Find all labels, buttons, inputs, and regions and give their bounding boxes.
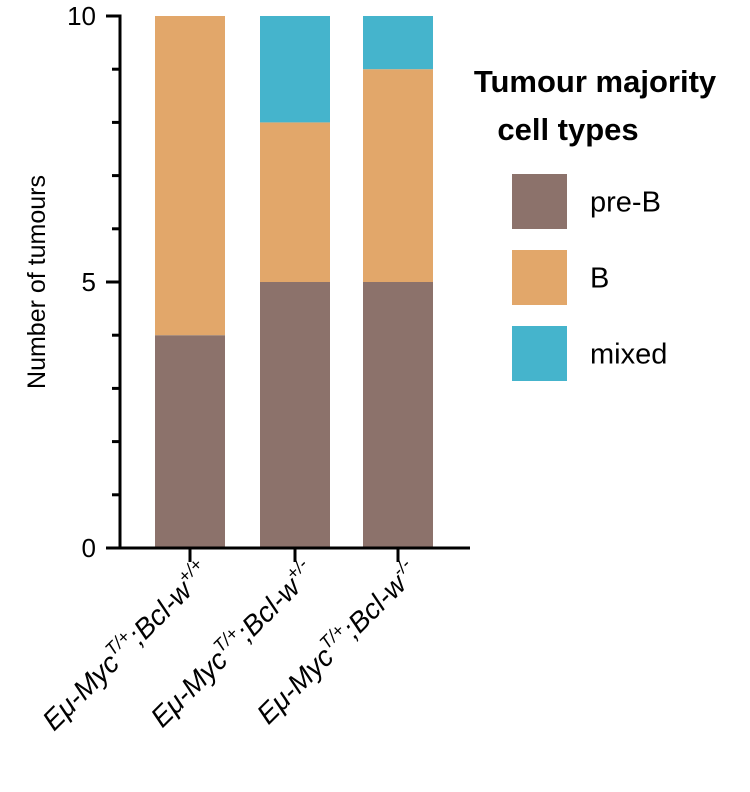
bar-segment-mixed-2 (260, 16, 330, 123)
category-labels: Eμ-MycT/+;Bcl-w+/+Eμ-MycT/+;Bcl-w+/-Eμ-M… (36, 554, 414, 736)
bar-segment-b-3 (363, 69, 433, 282)
legend-label-b: B (590, 263, 609, 295)
y-tick-label-10: 10 (67, 1, 96, 31)
x-axis (118, 546, 470, 562)
legend-title-line-2: cell types (497, 112, 638, 147)
bar-segment-mixed-3 (363, 16, 433, 70)
bar-segment-pre-b-1 (155, 335, 225, 548)
x-category-label-2-part-1: Eμ-Myc (145, 644, 234, 733)
legend-swatch-mixed (512, 326, 567, 381)
x-category-label-1-part-1: Eμ-Myc (36, 647, 125, 736)
y-tick-label-0: 0 (82, 533, 96, 563)
legend-label-pre-b: pre-B (590, 187, 661, 219)
bar-segment-b-1 (155, 16, 225, 336)
bar-segment-b-2 (260, 122, 330, 283)
y-axis-title: Number of tumours (23, 175, 51, 389)
bar-segment-pre-b-2 (260, 282, 330, 548)
y-tick-label-5: 5 (82, 267, 96, 297)
x-category-label-3-part-1: Eμ-Myc (251, 641, 340, 730)
bars-group (155, 16, 433, 548)
legend-swatch-b (512, 250, 567, 305)
bar-segment-pre-b-3 (363, 282, 433, 548)
legend-swatch-pre-b (512, 174, 567, 229)
legend-label-mixed: mixed (590, 339, 667, 371)
legend-title-line-1: Tumour majority (474, 64, 717, 99)
y-axis: 0 5 10 (67, 1, 122, 563)
